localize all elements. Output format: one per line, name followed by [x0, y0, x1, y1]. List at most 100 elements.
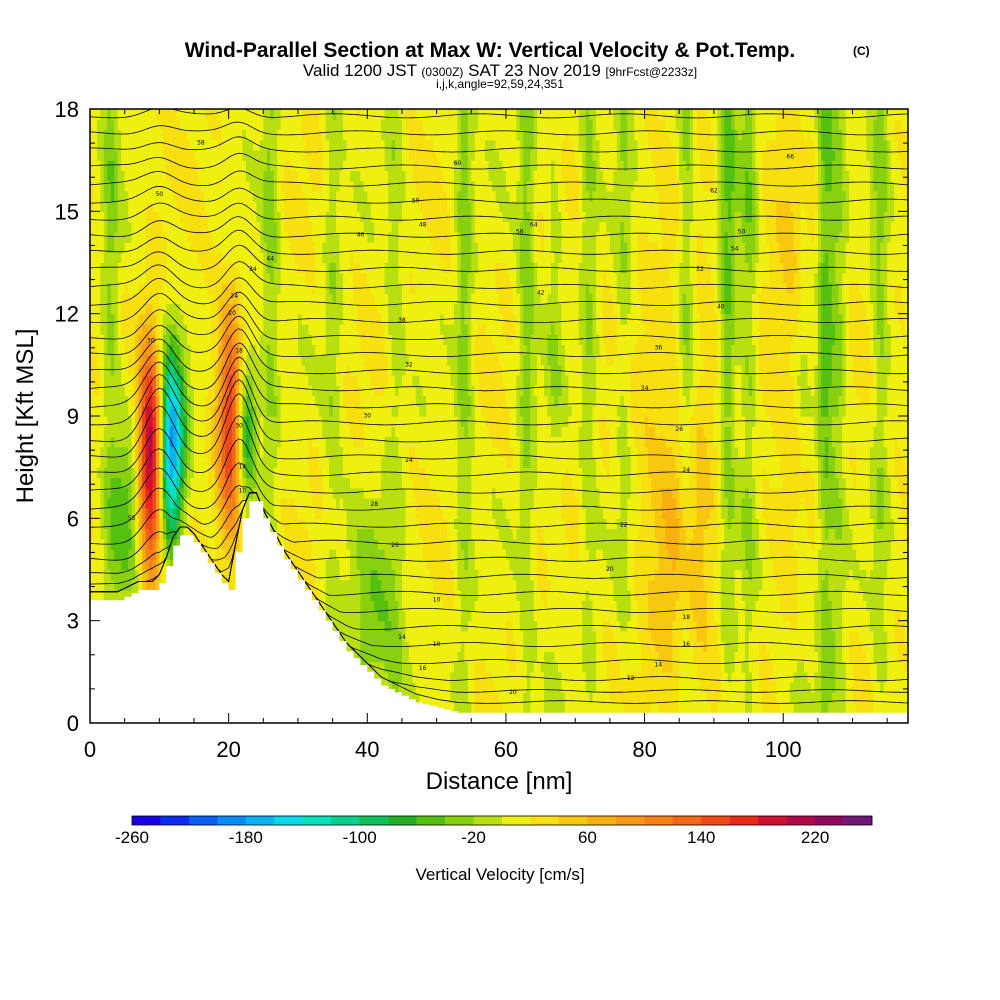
- velocity-cell: [263, 375, 268, 386]
- velocity-cell: [100, 569, 105, 581]
- velocity-cell: [225, 426, 230, 438]
- velocity-cell: [107, 426, 112, 438]
- velocity-cell: [360, 641, 365, 652]
- velocity-cell: [232, 426, 237, 438]
- velocity-cell: [124, 119, 129, 131]
- velocity-cell: [284, 272, 289, 284]
- velocity-cell: [329, 364, 334, 376]
- velocity-cell: [370, 272, 375, 284]
- velocity-cell: [322, 170, 327, 182]
- velocity-cell: [280, 497, 285, 509]
- velocity-cell: [90, 180, 95, 192]
- velocity-cell: [200, 538, 205, 550]
- velocity-cell: [256, 334, 261, 345]
- velocity-cell: [96, 416, 101, 427]
- velocity-cell: [96, 477, 101, 489]
- velocity-cell: [353, 395, 358, 407]
- velocity-cell: [291, 149, 296, 161]
- velocity-cell: [117, 538, 122, 550]
- velocity-cell: [245, 446, 251, 458]
- velocity-cell: [329, 139, 334, 151]
- velocity-cell: [263, 262, 268, 274]
- velocity-cell: [110, 170, 115, 182]
- velocity-cell: [273, 323, 278, 335]
- velocity-cell: [159, 477, 164, 489]
- velocity-cell: [374, 467, 379, 478]
- velocity-cell: [232, 405, 237, 417]
- velocity-cell: [287, 252, 292, 264]
- velocity-cell: [374, 620, 379, 632]
- velocity-cell: [370, 139, 375, 151]
- velocity-cell: [148, 364, 153, 376]
- velocity-cell: [291, 190, 296, 202]
- velocity-cell: [200, 487, 205, 499]
- velocity-cell: [239, 497, 244, 509]
- velocity-cell: [169, 282, 174, 294]
- velocity-cell: [370, 446, 375, 458]
- velocity-cell: [103, 282, 108, 294]
- velocity-cell: [367, 190, 372, 202]
- velocity-cell: [297, 344, 303, 356]
- velocity-cell: [235, 405, 240, 417]
- velocity-cell: [218, 323, 223, 335]
- velocity-cell: [245, 344, 251, 356]
- velocity-cell: [193, 416, 199, 427]
- velocity-cell: [173, 416, 178, 427]
- velocity-cell: [346, 641, 351, 652]
- velocity-cell: [96, 180, 101, 192]
- velocity-cell: [145, 211, 150, 223]
- velocity-cell: [363, 139, 368, 151]
- velocity-cell: [214, 416, 219, 427]
- velocity-cell: [100, 109, 105, 120]
- velocity-cell: [363, 129, 368, 141]
- velocity-cell: [315, 282, 320, 294]
- velocity-cell: [145, 518, 150, 530]
- velocity-cell: [259, 160, 264, 171]
- velocity-cell: [159, 109, 164, 120]
- velocity-cell: [346, 456, 351, 468]
- velocity-cell: [110, 190, 115, 202]
- velocity-cell: [100, 262, 105, 274]
- velocity-cell: [356, 149, 361, 161]
- velocity-cell: [100, 344, 105, 356]
- velocity-cell: [242, 129, 247, 141]
- velocity-cell: [193, 323, 199, 335]
- velocity-cell: [343, 231, 348, 243]
- velocity-cell: [280, 272, 285, 284]
- velocity-cell: [367, 630, 372, 642]
- velocity-cell: [193, 405, 199, 417]
- velocity-cell: [148, 518, 153, 530]
- velocity-cell: [193, 313, 199, 325]
- velocity-cell: [280, 375, 285, 386]
- velocity-cell: [239, 538, 244, 550]
- velocity-cell: [252, 129, 257, 141]
- velocity-cell: [318, 180, 323, 192]
- velocity-cell: [173, 313, 178, 325]
- velocity-cell: [135, 160, 140, 171]
- velocity-cell: [315, 456, 320, 468]
- velocity-cell: [214, 426, 219, 438]
- velocity-cell: [325, 549, 330, 560]
- velocity-cell: [190, 344, 195, 356]
- velocity-cell: [329, 528, 334, 540]
- velocity-cell: [183, 487, 188, 499]
- velocity-cell: [284, 436, 289, 448]
- velocity-cell: [114, 364, 119, 376]
- velocity-cell: [169, 477, 174, 489]
- velocity-cell: [159, 385, 164, 397]
- velocity-cell: [232, 456, 237, 468]
- velocity-cell: [114, 426, 119, 438]
- velocity-cell: [162, 467, 167, 478]
- velocity-cell: [315, 508, 320, 519]
- velocity-cell: [232, 579, 237, 591]
- velocity-cell: [159, 467, 164, 478]
- velocity-cell: [218, 375, 223, 386]
- velocity-cell: [374, 416, 379, 427]
- velocity-cell: [353, 610, 358, 622]
- velocity-cell: [176, 190, 181, 202]
- velocity-cell: [218, 354, 223, 366]
- velocity-cell: [138, 344, 143, 356]
- velocity-cell: [107, 272, 112, 284]
- velocity-cell: [318, 303, 323, 315]
- velocity-cell: [374, 231, 379, 243]
